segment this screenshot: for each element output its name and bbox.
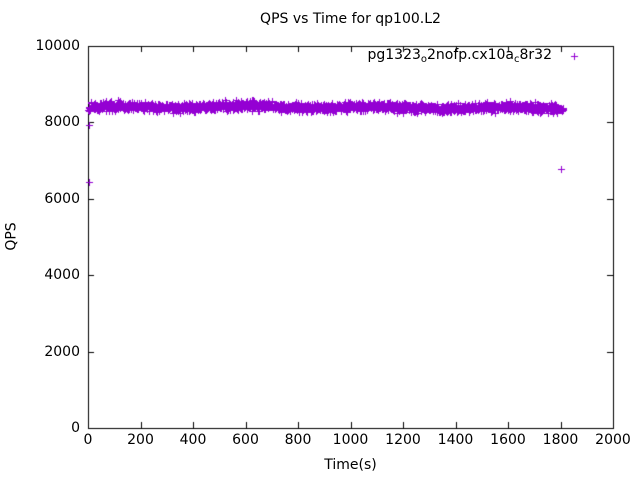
- y-tick-label: 4000: [44, 267, 80, 284]
- x-tick-label: 0: [83, 432, 93, 448]
- y-tick-label: 10000: [35, 38, 80, 54]
- y-tick-label: 2000: [44, 343, 80, 360]
- x-tick-label: 600: [232, 432, 259, 448]
- chart-title: QPS vs Time for qp100.L2: [260, 11, 441, 27]
- x-tick-label: 800: [284, 432, 312, 448]
- y-tick-label: 0: [71, 420, 80, 436]
- y-axis-label: QPS: [3, 222, 20, 251]
- legend-series-label: pg1323o2nofp.cx10ac8r32: [367, 47, 552, 65]
- x-tick-label: 400: [179, 432, 207, 448]
- y-tick-label: 6000: [44, 190, 80, 207]
- x-tick-label: 1400: [437, 432, 474, 448]
- x-tick-label: 200: [127, 432, 154, 448]
- x-tick-label: 1800: [542, 432, 579, 448]
- x-tick-label: 1600: [490, 432, 526, 448]
- x-axis-label: Time(s): [324, 457, 377, 473]
- x-tick-label: 2000: [595, 432, 631, 448]
- legend: pg1323o2nofp.cx10ac8r32: [367, 47, 552, 65]
- y-tick-label: 8000: [44, 114, 80, 131]
- x-tick-label: 1000: [332, 432, 369, 448]
- x-tick-label: 1200: [385, 432, 421, 448]
